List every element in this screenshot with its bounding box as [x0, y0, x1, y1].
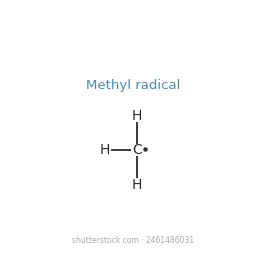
Text: shutterstock.com · 2461486031: shutterstock.com · 2461486031 [72, 236, 194, 245]
Text: Methyl radical: Methyl radical [86, 79, 180, 92]
Text: C: C [132, 143, 142, 157]
Text: H: H [132, 178, 142, 192]
Text: H: H [132, 109, 142, 123]
Text: H: H [100, 143, 110, 157]
